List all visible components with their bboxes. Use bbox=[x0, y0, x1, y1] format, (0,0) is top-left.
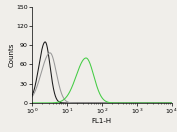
Y-axis label: Counts: Counts bbox=[8, 43, 15, 67]
X-axis label: FL1-H: FL1-H bbox=[92, 118, 112, 124]
